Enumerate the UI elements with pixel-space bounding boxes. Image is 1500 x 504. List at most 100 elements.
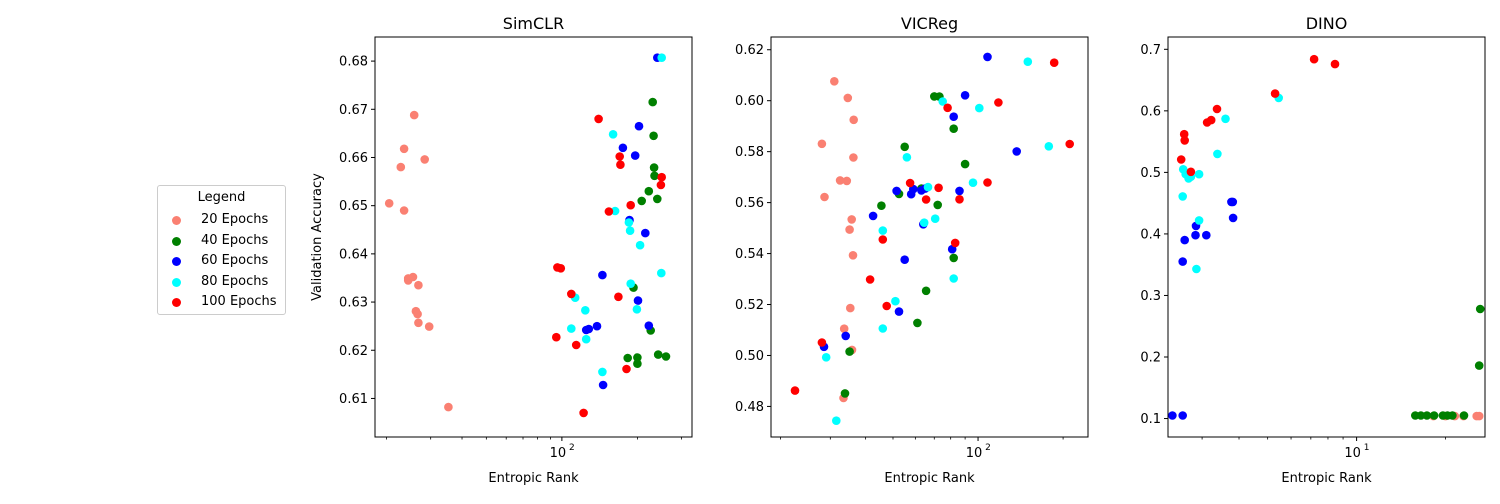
data-point — [424, 322, 434, 331]
data-point — [414, 280, 423, 290]
data-point — [641, 228, 650, 238]
data-point — [878, 324, 888, 333]
data-point — [396, 162, 406, 172]
data-point — [943, 103, 952, 113]
data-point — [790, 386, 800, 395]
data-point — [594, 114, 603, 124]
data-point — [1429, 411, 1439, 420]
data-point — [632, 305, 642, 314]
data-point — [657, 53, 666, 62]
legend-label: 80 Epochs — [201, 274, 269, 289]
data-point — [1213, 149, 1222, 159]
data-point — [949, 112, 958, 121]
data-point — [556, 264, 566, 273]
data-point — [1044, 142, 1054, 151]
data-point — [817, 338, 827, 347]
y-tick-label: 0.62 — [339, 344, 368, 359]
data-point — [919, 218, 929, 227]
data-point — [902, 153, 912, 162]
data-point — [878, 226, 888, 235]
data-point — [983, 52, 992, 62]
data-point — [934, 183, 943, 193]
data-point — [414, 318, 423, 328]
y-tick-label: 0.65 — [339, 199, 368, 214]
data-point — [1194, 216, 1204, 225]
data-point — [653, 194, 662, 204]
data-point — [1212, 104, 1222, 114]
x-tick-label: 10 — [966, 446, 983, 461]
data-point — [614, 292, 623, 302]
data-point — [892, 186, 901, 196]
data-point — [1228, 213, 1238, 223]
data-point — [1178, 257, 1187, 266]
data-point — [384, 199, 394, 208]
x-tick-exponent: 2 — [985, 443, 991, 453]
data-point — [882, 301, 891, 311]
data-point — [817, 139, 827, 149]
y-tick-label: 0.67 — [339, 103, 368, 118]
x-tick-label: 10 — [1344, 446, 1361, 461]
data-point — [847, 215, 856, 224]
data-point — [444, 402, 453, 412]
data-point — [1023, 57, 1033, 66]
data-point — [820, 192, 829, 202]
legend-marker — [172, 298, 181, 307]
data-point — [413, 309, 422, 319]
data-point — [610, 206, 620, 216]
data-point — [960, 91, 970, 100]
data-point — [921, 195, 931, 204]
data-point — [930, 214, 940, 223]
y-tick-label: 0.61 — [339, 392, 368, 407]
data-point — [552, 332, 561, 342]
data-point — [616, 160, 625, 169]
data-point — [1180, 136, 1189, 145]
legend-label: 100 Epochs — [201, 294, 277, 309]
data-point — [637, 196, 646, 206]
axes-frame — [770, 36, 1089, 438]
legend-marker — [172, 257, 181, 266]
data-point — [1309, 54, 1319, 64]
data-point — [994, 98, 1003, 107]
data-point — [625, 226, 635, 235]
data-point — [1168, 411, 1177, 420]
y-tick-label: 0.3 — [1140, 289, 1161, 304]
data-point — [1459, 411, 1469, 420]
data-point — [821, 353, 831, 362]
y-tick-label: 0.62 — [735, 43, 764, 58]
data-point — [840, 389, 850, 398]
data-point — [567, 324, 576, 333]
data-point — [1180, 235, 1189, 245]
data-point — [633, 359, 642, 369]
data-point — [849, 115, 858, 125]
legend-marker — [172, 237, 181, 246]
y-tick-label: 0.7 — [1140, 43, 1161, 58]
data-point — [1191, 230, 1200, 240]
data-point — [649, 163, 659, 172]
data-point — [1202, 230, 1211, 240]
x-axis-label: Entropic Rank — [488, 471, 579, 486]
data-point — [1475, 304, 1485, 314]
data-point — [845, 347, 854, 356]
data-point — [592, 321, 602, 331]
data-point — [1228, 197, 1238, 207]
data-point — [1178, 192, 1187, 201]
data-point — [1186, 167, 1196, 177]
data-point — [865, 275, 875, 284]
chart-title: DINO — [1306, 14, 1348, 33]
chart-title: SimCLR — [503, 14, 564, 33]
y-tick-label: 0.66 — [339, 151, 368, 166]
data-point — [581, 306, 590, 315]
data-point — [626, 279, 635, 289]
data-point — [1179, 129, 1189, 139]
data-point — [1194, 169, 1204, 179]
data-point — [1416, 411, 1426, 420]
data-point — [624, 218, 634, 227]
y-axis-label: Validation Accuracy — [310, 173, 325, 301]
data-point — [975, 103, 984, 113]
data-point — [845, 225, 854, 234]
data-point — [399, 206, 409, 215]
data-point — [1192, 264, 1201, 274]
data-point — [657, 172, 666, 182]
